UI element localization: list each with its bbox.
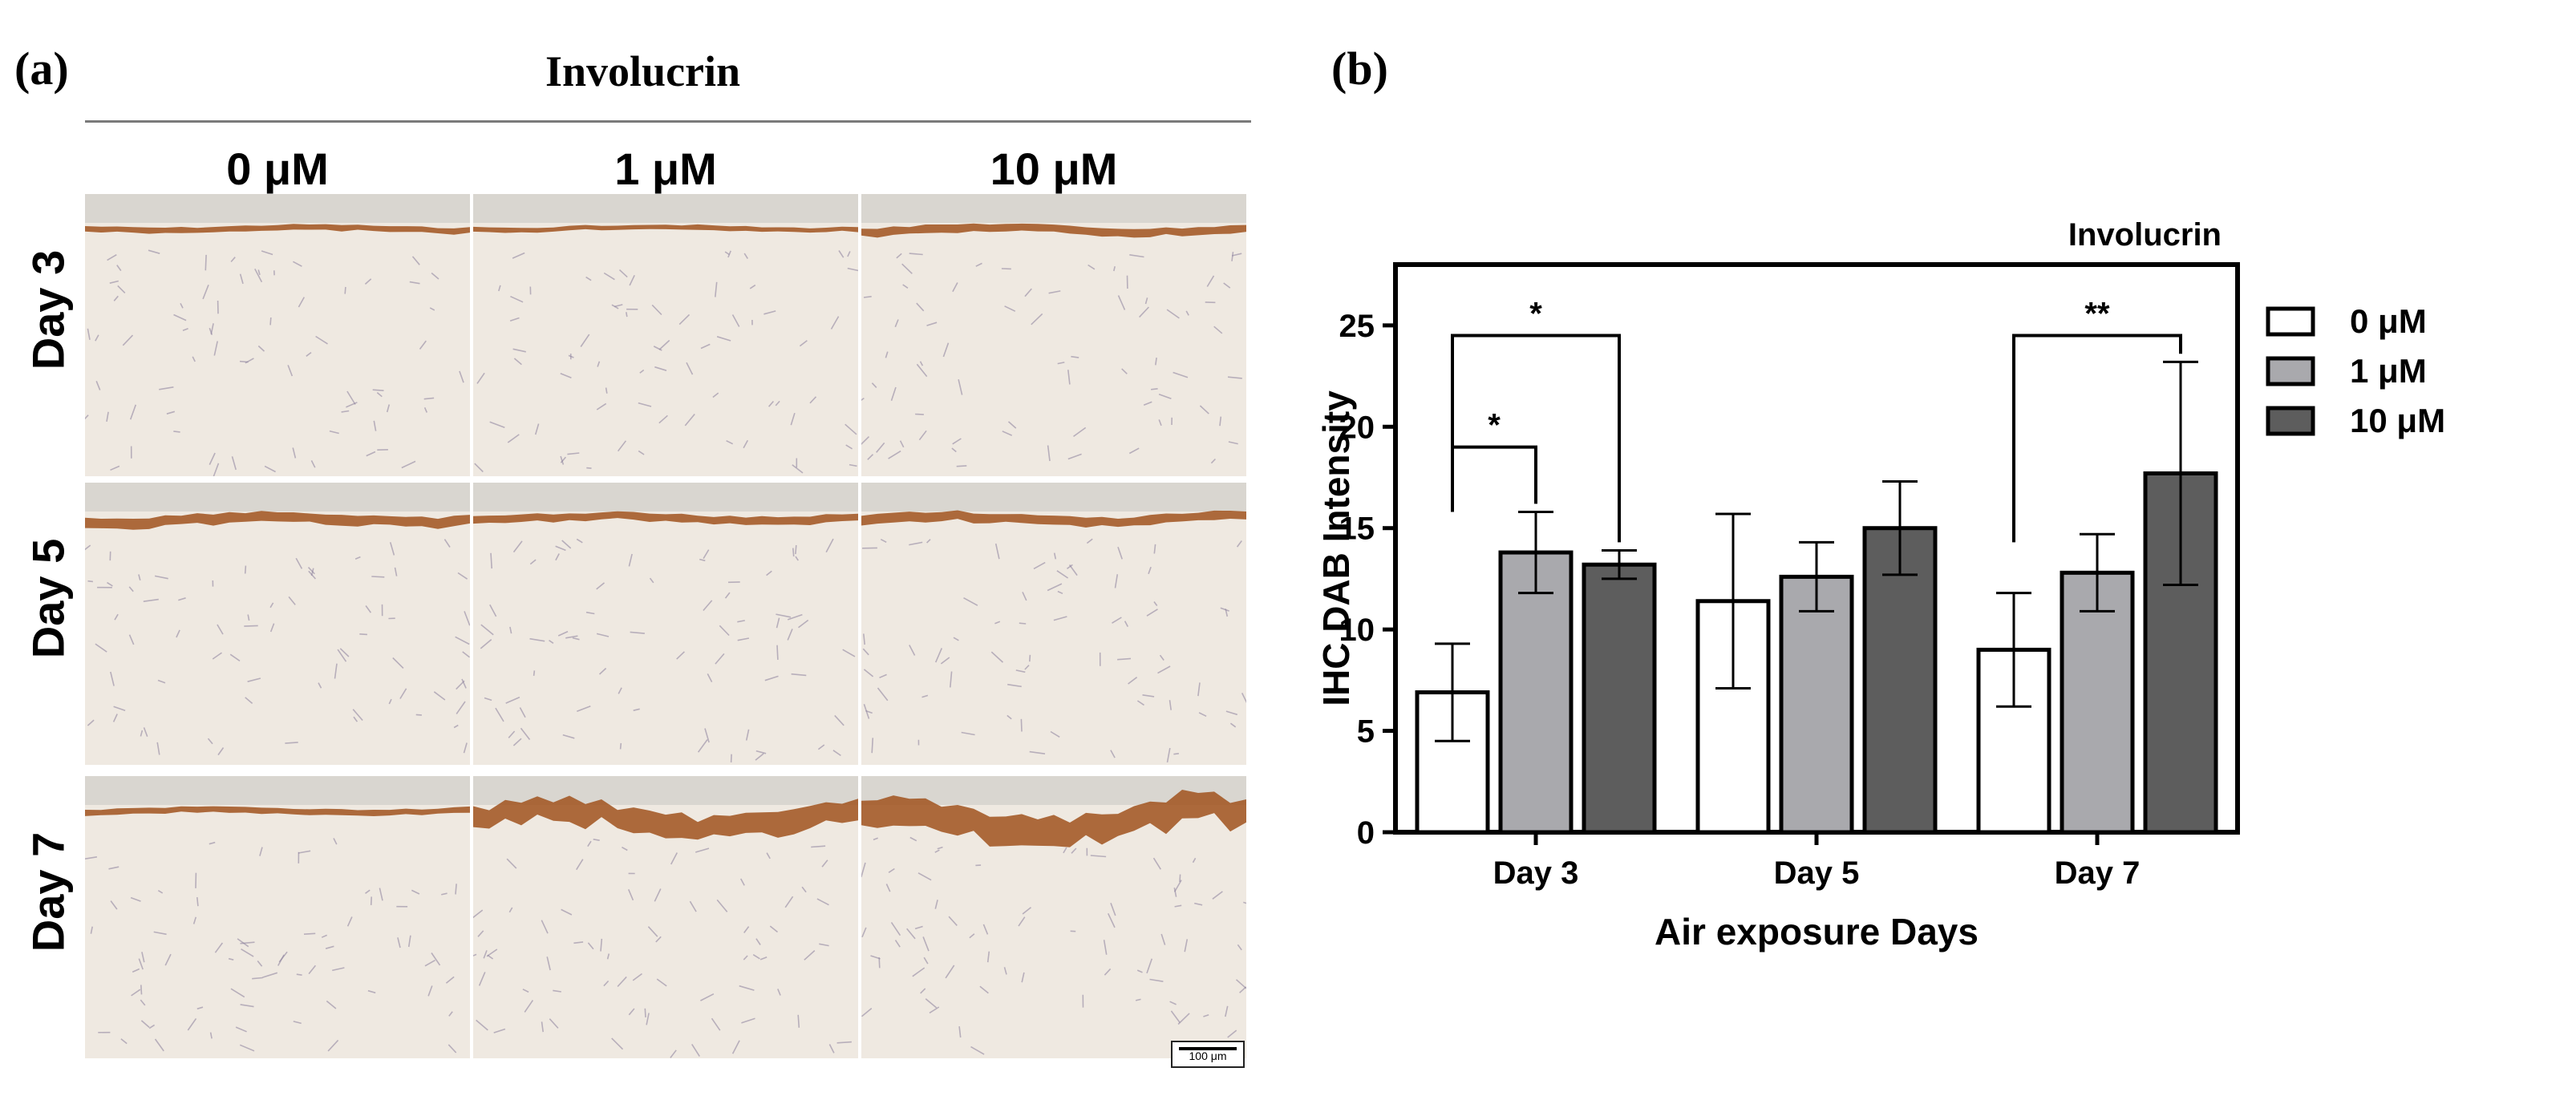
panel-b-label: (b) — [1331, 42, 1388, 95]
micrograph-day5-1uM — [473, 483, 858, 765]
y-tick-label-20: 20 — [1339, 410, 1375, 445]
x-tick-label-0: Day 3 — [1493, 855, 1579, 891]
micrograph-day5-10uM — [861, 483, 1246, 765]
micrograph-day7-10uM — [861, 776, 1246, 1058]
y-axis-label: IHC DAB Intensity — [1315, 390, 1357, 706]
panel-a-label: (a) — [14, 42, 69, 95]
row-header-day5: Day 5 — [22, 538, 74, 659]
micrograph-day5-0uM — [85, 483, 470, 765]
significance-label-2: ** — [2084, 297, 2110, 332]
micrograph-day7-1uM — [473, 776, 858, 1058]
significance-bracket-2 — [2012, 334, 2182, 543]
micrograph-day3-0uM — [85, 194, 470, 476]
row-header-day7: Day 7 — [22, 831, 74, 952]
column-header-10uM: 10 μM — [990, 144, 1118, 194]
x-tick-label-2: Day 7 — [2055, 855, 2141, 891]
y-tick-label-0: 0 — [1357, 815, 1375, 851]
significance-label-1: * — [1488, 408, 1501, 443]
legend-label-0: 0 μM — [2350, 302, 2427, 340]
column-header-1uM: 1 μM — [614, 144, 717, 194]
y-tick-label-15: 15 — [1339, 512, 1375, 547]
legend-swatch-1 — [2266, 356, 2315, 386]
bar-1-1 — [1779, 574, 1854, 835]
micrograph-day7-0uM — [85, 776, 470, 1058]
bar-2-1 — [1862, 526, 1938, 835]
title-divider — [85, 120, 1251, 123]
row-header-day3: Day 3 — [22, 249, 74, 370]
significance-bracket-0 — [1451, 334, 1621, 543]
x-axis-label: Air exposure Days — [1655, 911, 1979, 952]
significance-bracket-1 — [1451, 445, 1537, 512]
legend-swatch-0 — [2266, 306, 2315, 337]
bar-1-2 — [2060, 570, 2135, 835]
scale-bar: 100 μm — [1171, 1041, 1245, 1068]
bar-2-0 — [1582, 562, 1657, 835]
y-tick-label-25: 25 — [1339, 309, 1375, 344]
bar-1-0 — [1498, 550, 1574, 835]
legend-label-2: 10 μM — [2350, 402, 2445, 439]
bar-chart: Involucrin 0 5 10 15 20 25 IHC DAB Intensity Day… — [1315, 217, 2445, 952]
significance-label-0: * — [1529, 297, 1542, 332]
y-tick-label-5: 5 — [1357, 714, 1375, 750]
legend-label-1: 1 μM — [2350, 352, 2427, 390]
chart-title: Involucrin — [2068, 217, 2222, 253]
panel-a-title: Involucrin — [545, 47, 741, 95]
micrograph-day3-10uM — [861, 194, 1246, 476]
column-header-0uM: 0 μM — [226, 144, 329, 194]
x-tick-label-1: Day 5 — [1774, 855, 1860, 891]
y-tick-label-10: 10 — [1339, 613, 1375, 648]
micrograph-day3-1uM — [473, 194, 858, 476]
legend-swatch-2 — [2266, 406, 2315, 436]
